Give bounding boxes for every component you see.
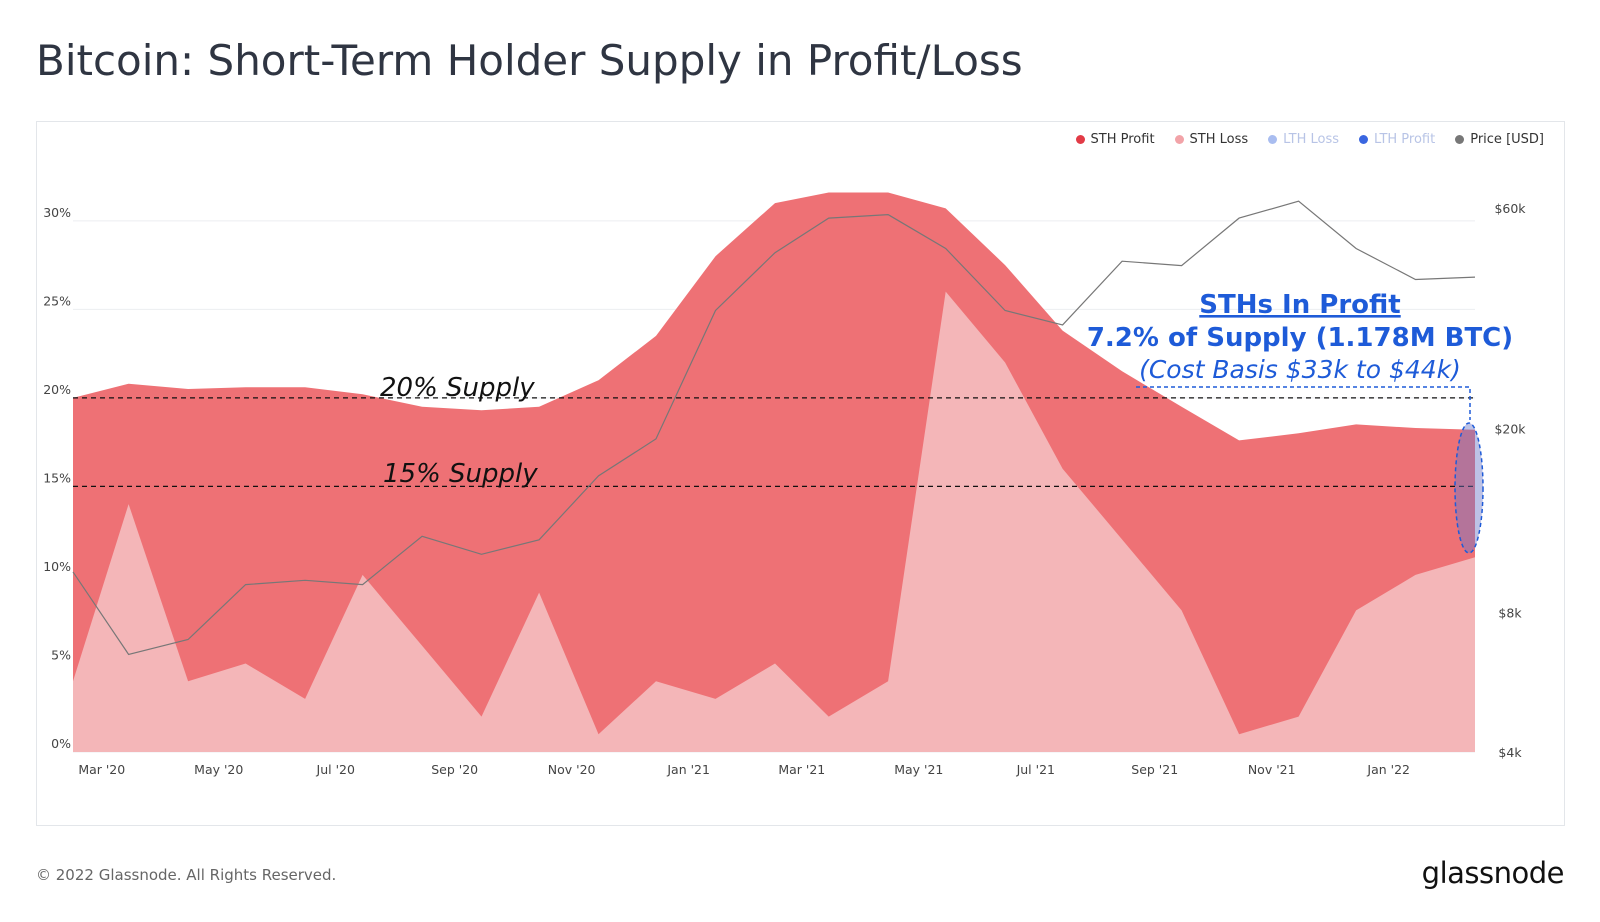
annotations: 20% Supply 15% Supply STHs In Profit 7.2…: [380, 290, 1513, 554]
sth-loss-area: [73, 291, 1475, 752]
x-tick-label: Mar '21: [778, 762, 825, 777]
y-right-tick-label: $8k: [1498, 606, 1522, 621]
x-tick-label: Jul '20: [316, 762, 355, 777]
callout-title: STHs In Profit: [1199, 290, 1400, 320]
legend-label: STH Profit: [1090, 132, 1155, 147]
axes: 0% 5% 10% 15% 20% 25% 30% $4k $8k $20k $60k Mar '20…: [43, 201, 1526, 777]
legend: STH Profit STH Loss LTH Loss LTH Profit Pric…: [1075, 132, 1544, 147]
legend-item-price-usd[interactable]: Price [USD]: [1455, 132, 1544, 147]
legend-swatch: [1075, 135, 1085, 144]
x-tick-label: May '21: [894, 762, 943, 777]
x-tick-label: Sep '21: [1131, 762, 1178, 777]
y-left-tick-label: 30%: [43, 205, 71, 220]
x-tick-label: Jan '21: [666, 762, 710, 777]
y-left-tick-label: 10%: [43, 559, 71, 574]
legend-swatch: [1268, 135, 1278, 144]
legend-label: STH Loss: [1189, 132, 1249, 147]
legend-label: LTH Loss: [1283, 132, 1339, 147]
x-tick-label: Nov '20: [548, 762, 596, 777]
x-tick-label: May '20: [194, 762, 243, 777]
callout-highlight: [1454, 422, 1484, 554]
callout-line-2: 7.2% of Supply (1.178M BTC): [1087, 323, 1513, 353]
y-left-tick-label: 0%: [51, 736, 71, 751]
legend-swatch: [1359, 135, 1368, 144]
y-right-tick-label: $60k: [1494, 201, 1526, 216]
footer-logo: glassnode: [1421, 856, 1565, 890]
legend-label: LTH Profit: [1374, 132, 1436, 147]
legend-item-sth-profit[interactable]: STH Profit: [1075, 132, 1155, 147]
x-tick-label: Nov '21: [1248, 762, 1296, 777]
price-line: [72, 200, 1476, 656]
y-left-tick-label: 5%: [51, 647, 71, 662]
legend-item-sth-loss[interactable]: STH Loss: [1174, 132, 1249, 147]
x-tick-label: Jan '22: [1366, 762, 1410, 777]
x-tick-label: Sep '20: [431, 762, 478, 777]
area-series: [73, 192, 1475, 752]
legend-label: Price [USD]: [1470, 132, 1544, 147]
x-tick-label: Jul '21: [1016, 762, 1055, 777]
callout-line-3: (Cost Basis $33k to $44k): [1139, 355, 1461, 384]
y-right-tick-label: $20k: [1494, 422, 1526, 437]
legend-swatch: [1455, 135, 1465, 144]
page-title: Bitcoin: Short-Term Holder Supply in Pro…: [36, 36, 1023, 85]
y-left-tick-label: 25%: [43, 293, 71, 308]
legend-item-lth-loss[interactable]: LTH Loss: [1268, 132, 1339, 147]
price-series: [72, 200, 1476, 656]
x-tick-label: Mar '20: [78, 762, 125, 777]
legend-swatch: [1174, 135, 1184, 144]
legend-item-lth-profit[interactable]: LTH Profit: [1359, 132, 1435, 147]
y-left-tick-label: 15%: [43, 470, 71, 485]
footer-copyright: © 2022 Glassnode. All Rights Reserved.: [36, 866, 337, 884]
y-right-tick-label: $4k: [1498, 745, 1522, 760]
y-left-tick-label: 20%: [43, 382, 71, 397]
annotation-15-supply: 15% Supply: [383, 459, 538, 489]
annotation-20-supply: 20% Supply: [380, 373, 535, 403]
